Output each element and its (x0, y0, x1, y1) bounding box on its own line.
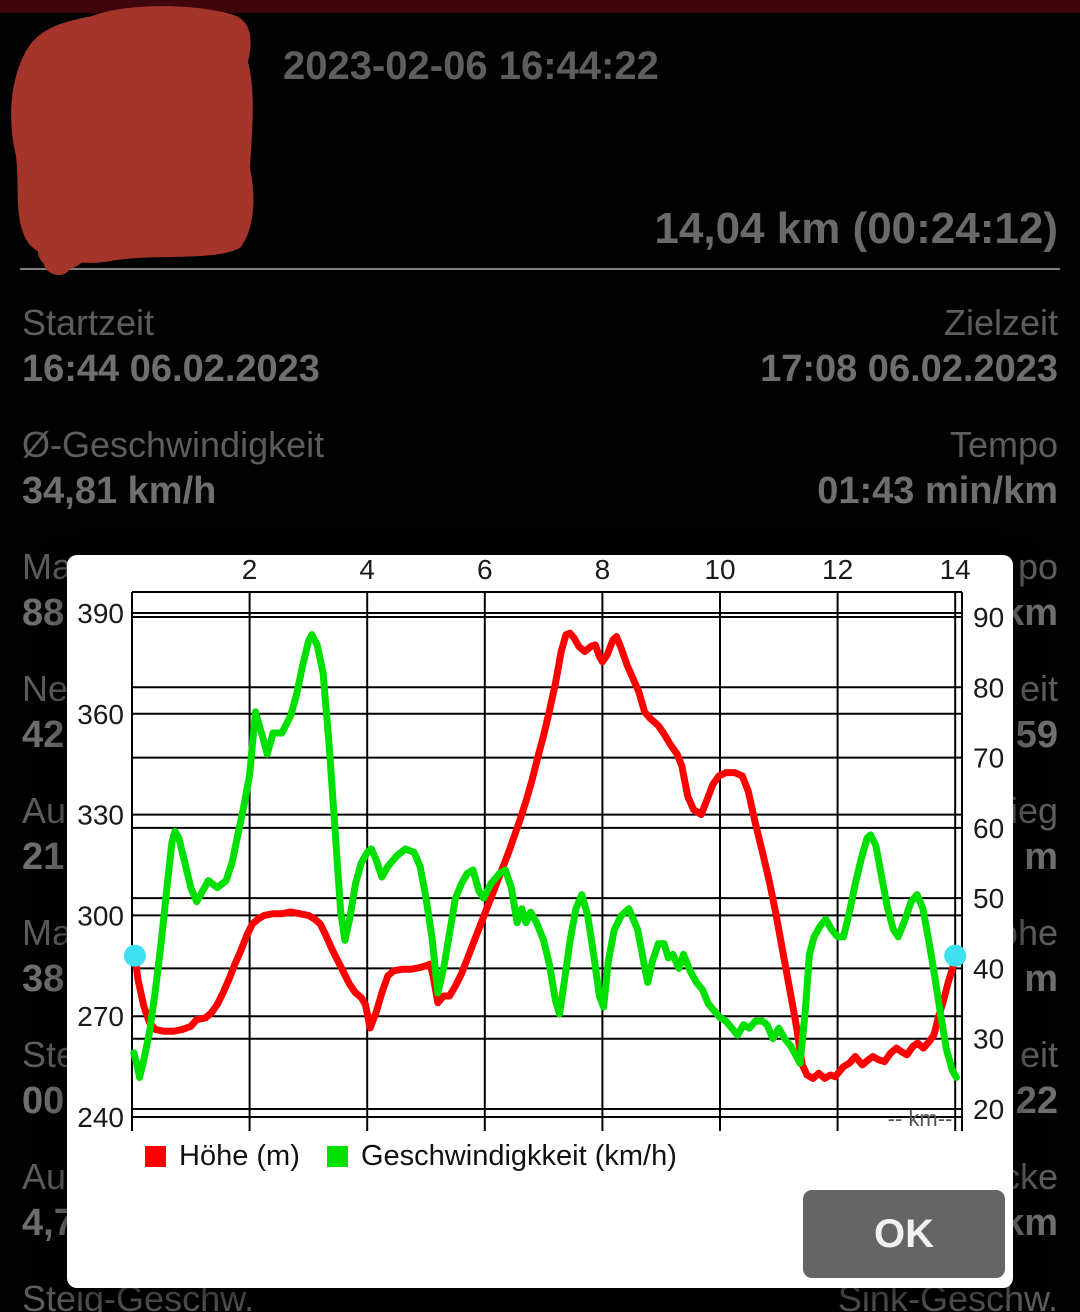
stats-label-right-6: eit (1019, 1034, 1058, 1075)
stats-value-left-4: 21 (22, 836, 65, 878)
x-axis-tick-label: 10 (704, 555, 735, 585)
redaction-scribble (11, 6, 254, 276)
legend-label: Geschwindigkkeit (km/h) (361, 1140, 677, 1172)
start-marker (123, 944, 146, 967)
stats-value-right-4: m (1024, 836, 1058, 878)
x-axis-unit-label: -- km-- (888, 1106, 953, 1131)
right-axis-tick-label: 70 (973, 743, 1004, 774)
x-axis-tick-label: 6 (477, 555, 493, 585)
stats-label-left-2: Ma (22, 546, 73, 587)
stats-value-right-3: 59 (1015, 714, 1058, 756)
legend-item-1: Geschwindigkkeit (km/h) (327, 1140, 677, 1173)
left-axis-tick-label: 360 (77, 699, 124, 730)
stats-value-left-3: 42, (22, 714, 75, 756)
elevation-line (131, 629, 961, 1082)
left-axis-tick-label: 390 (77, 598, 124, 629)
left-axis-tick-label: 300 (77, 900, 124, 931)
header-divider (20, 268, 1060, 270)
header-datetime: 2023-02-06 16:44:22 (283, 44, 659, 88)
stats-label-right-3: eit (1019, 668, 1058, 709)
x-axis-tick-label: 2 (242, 555, 258, 585)
stats-value-left-1: 34,81 km/h (22, 470, 217, 512)
stats-label-left-0: Startzeit (22, 302, 155, 343)
stats-label-left-3: Ne (22, 668, 69, 709)
stats-label-right-2: po (1017, 546, 1058, 587)
right-axis-tick-label: 30 (973, 1024, 1004, 1055)
left-axis-tick-label: 330 (77, 800, 124, 831)
right-axis-tick-label: 60 (973, 813, 1004, 844)
right-axis-tick-label: 40 (973, 953, 1004, 984)
stats-value-left-2: 88 (22, 592, 65, 634)
legend-swatch-icon (327, 1146, 348, 1167)
legend-item-0: Höhe (m) (145, 1140, 300, 1173)
stats-label-left-5: Ma (22, 912, 73, 953)
stats-value-right-1: 01:43 min/km (817, 470, 1058, 512)
speed-line (130, 631, 960, 1081)
x-axis-tick-label: 14 (940, 555, 971, 585)
header-distance-duration: 14,04 km (00:24:12) (654, 204, 1058, 253)
stats-value-right-0: 17:08 06.02.2023 (760, 348, 1058, 390)
stats-label-left-1: Ø-Geschwindigkeit (22, 424, 325, 465)
elevation-speed-chart: 390 360 330 300 270 240 90 80 70 60 50 40 30 20 2 4 6 8 10… (77, 555, 1004, 1133)
right-axis-tick-label: 50 (973, 883, 1004, 914)
stats-label-right-4: ieg (1009, 790, 1058, 831)
stats-value-left-5: 38 (22, 958, 65, 1000)
right-axis-tick-label: 20 (973, 1094, 1004, 1125)
end-marker (944, 944, 967, 967)
right-axis-tick-label: 90 (973, 602, 1004, 633)
stats-value-left-7: 4,7 (22, 1202, 75, 1244)
stats-value-right-6: 22 (1015, 1080, 1058, 1122)
x-axis-tick-label: 8 (595, 555, 611, 585)
left-axis-tick-label: 240 (77, 1102, 124, 1133)
x-axis-tick-label: 12 (822, 555, 853, 585)
chart-dialog: 390 360 330 300 270 240 90 80 70 60 50 40 30 20 2 4 6 8 10… (67, 555, 1013, 1288)
stats-value-left-0: 16:44 06.02.2023 (22, 348, 320, 390)
stats-label-right-0: Zielzeit (943, 302, 1058, 343)
stats-value-left-6: 00 (22, 1080, 65, 1122)
legend-label: Höhe (m) (179, 1140, 300, 1172)
stats-value-right-5: m (1024, 958, 1058, 1000)
stats-label-left-4: Au (22, 790, 67, 831)
ok-button[interactable]: OK (803, 1190, 1005, 1278)
legend-swatch-icon (145, 1146, 166, 1167)
right-axis-tick-label: 80 (973, 672, 1004, 703)
stats-label-left-7: Au (22, 1156, 67, 1197)
x-axis-tick-label: 4 (359, 555, 375, 585)
left-axis-tick-label: 270 (77, 1001, 124, 1032)
status-bar (0, 0, 1080, 13)
stats-label-right-1: Tempo (949, 424, 1058, 465)
